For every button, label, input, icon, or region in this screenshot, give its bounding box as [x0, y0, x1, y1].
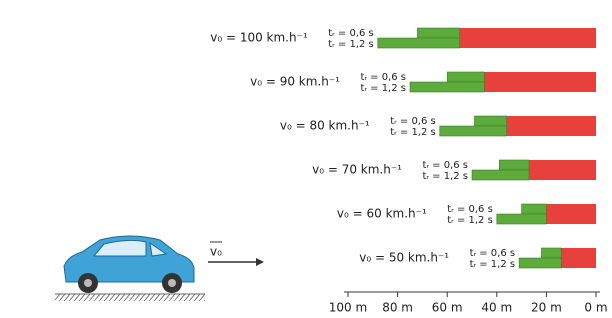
- x-tick-label: 0 m: [584, 301, 607, 315]
- speed-label: v₀ = 80 km.h⁻¹: [280, 119, 370, 133]
- reaction-label: tᵣ = 0,6 s: [390, 116, 436, 127]
- braking-bar: [460, 28, 596, 48]
- reaction-label: tᵣ = 0,6 s: [360, 72, 406, 83]
- reaction-label: tᵣ = 1,2 s: [360, 83, 406, 94]
- braking-bar: [546, 204, 596, 224]
- reaction-bar: [447, 72, 484, 82]
- wheel-hub: [168, 279, 176, 287]
- reaction-bar: [440, 126, 507, 136]
- reaction-bar: [417, 28, 459, 38]
- reaction-label: tᵣ = 1,2 s: [422, 171, 468, 182]
- speed-label: v₀ = 90 km.h⁻¹: [250, 75, 340, 89]
- reaction-label: tᵣ = 0,6 s: [470, 248, 516, 259]
- reaction-bar: [474, 116, 506, 126]
- arrow-head: [256, 258, 264, 266]
- reaction-label: tᵣ = 0,6 s: [328, 28, 374, 39]
- braking-bar: [484, 72, 596, 92]
- braking-bar: [529, 160, 596, 180]
- reaction-bar: [519, 258, 561, 268]
- reaction-bar: [410, 82, 484, 92]
- braking-bar: [561, 248, 596, 268]
- reaction-label: tᵣ = 1,2 s: [447, 215, 493, 226]
- x-tick-label: 80 m: [382, 301, 413, 315]
- chart: v₀ 100 m80 m60 m40 m20 m0 mtᵣ = 0,6 stᵣ …: [0, 0, 612, 318]
- reaction-label: tᵣ = 0,6 s: [422, 160, 468, 171]
- reaction-bar: [499, 160, 529, 170]
- x-tick-label: 40 m: [481, 301, 512, 315]
- ground: [55, 294, 205, 301]
- reaction-bar: [378, 38, 460, 48]
- wheel-hub: [84, 279, 92, 287]
- speed-label: v₀ = 60 km.h⁻¹: [337, 207, 427, 221]
- speed-label: v₀ = 100 km.h⁻¹: [210, 31, 308, 45]
- reaction-label: tᵣ = 1,2 s: [470, 259, 516, 270]
- reaction-bar: [522, 204, 547, 214]
- x-tick-label: 20 m: [531, 301, 562, 315]
- braking-bar: [507, 116, 596, 136]
- reaction-bar: [472, 170, 529, 180]
- speed-label: v₀ = 50 km.h⁻¹: [359, 251, 449, 265]
- x-tick-label: 60 m: [432, 301, 463, 315]
- x-tick-label: 100 m: [329, 301, 367, 315]
- reaction-bar: [497, 214, 547, 224]
- reaction-label: tᵣ = 0,6 s: [447, 204, 493, 215]
- reaction-label: tᵣ = 1,2 s: [328, 39, 374, 50]
- speed-label: v₀ = 70 km.h⁻¹: [312, 163, 402, 177]
- reaction-bar: [541, 248, 561, 258]
- velocity-label: v₀: [210, 245, 222, 259]
- car: [55, 236, 205, 301]
- reaction-label: tᵣ = 1,2 s: [390, 127, 436, 138]
